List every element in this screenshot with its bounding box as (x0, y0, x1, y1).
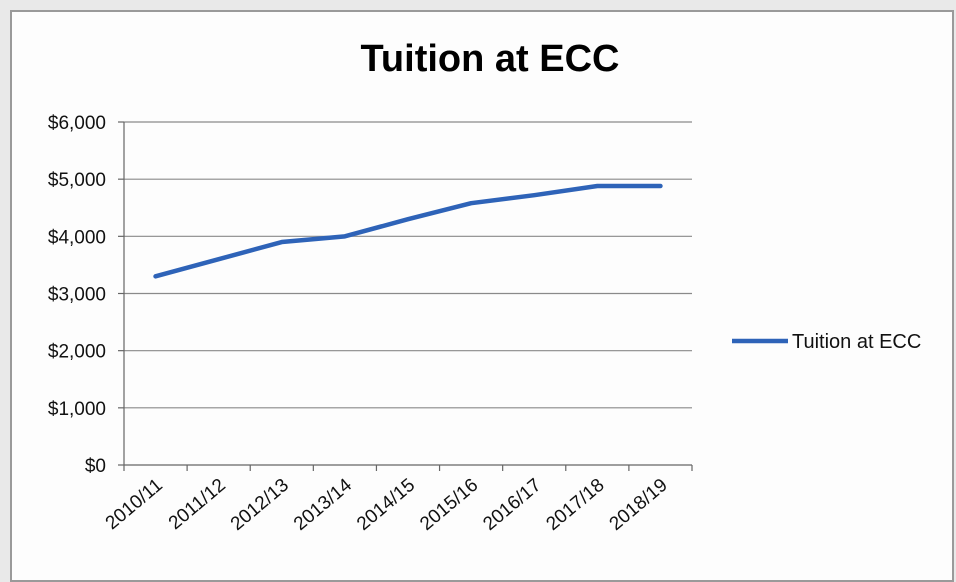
x-tick-label: 2016/17 (479, 475, 545, 535)
y-tick-label: $2,000 (48, 342, 106, 363)
x-tick-label: 2018/19 (606, 475, 672, 535)
x-tick-label: 2015/16 (416, 475, 482, 535)
x-tick-label: 2010/11 (102, 475, 167, 534)
series-group (153, 183, 663, 279)
y-tick-label: $1,000 (48, 399, 106, 420)
x-axis-ticks: 2010/112011/122012/132013/142014/152015/… (102, 474, 672, 535)
x-tick-label: 2012/13 (227, 475, 293, 535)
x-tick-label: 2011/12 (165, 475, 230, 534)
x-tick-label: 2013/14 (290, 474, 356, 535)
chart-title: Tuition at ECC (360, 38, 620, 80)
y-tick-label: $3,000 (48, 285, 106, 306)
axes (118, 121, 693, 471)
legend-label: Tuition at ECC (792, 331, 921, 353)
x-tick-label: 2017/18 (542, 475, 608, 535)
y-tick-label: $6,000 (48, 113, 106, 134)
legend: Tuition at ECC (732, 331, 921, 353)
grid-lines (124, 121, 692, 409)
x-tick-label: 2014/15 (353, 475, 419, 535)
series-line (153, 183, 663, 279)
chart-frame (10, 10, 954, 582)
y-tick-label: $0 (85, 456, 106, 477)
y-tick-label: $5,000 (48, 170, 106, 191)
y-tick-label: $4,000 (48, 227, 106, 248)
y-axis-ticks: $0 $1,000 $2,000 $3,000 $4,000 $5,000 $6,000 (48, 113, 106, 477)
